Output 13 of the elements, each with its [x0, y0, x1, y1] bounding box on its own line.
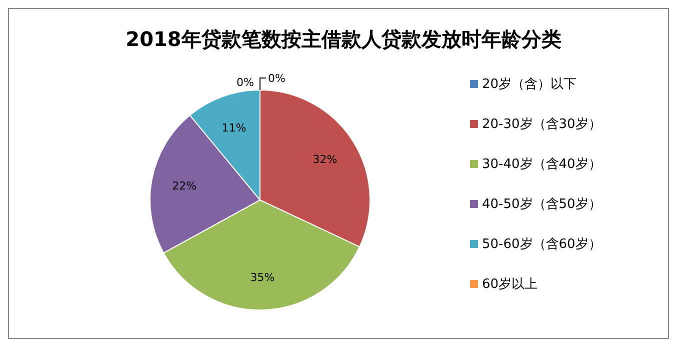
legend-label: 30-40岁（含40岁） — [482, 157, 602, 172]
legend-label: 60岁以上 — [482, 277, 538, 292]
legend-label: 40-50岁（含50岁） — [482, 197, 602, 212]
data-label: 35% — [250, 270, 275, 284]
legend-label: 50-60岁（含60岁） — [482, 237, 602, 252]
data-label: 11% — [222, 122, 246, 135]
data-label: 22% — [172, 180, 197, 193]
data-label: 32% — [312, 152, 338, 166]
text: 0% — [236, 76, 254, 89]
legend-label: 20-30岁（含30岁） — [482, 117, 602, 132]
text: 0% — [268, 72, 286, 85]
legend-label: 20岁（含）以下 — [482, 77, 577, 92]
chart-title: 2018年贷款笔数按主借款人贷款发放时年龄分类 — [126, 27, 562, 51]
